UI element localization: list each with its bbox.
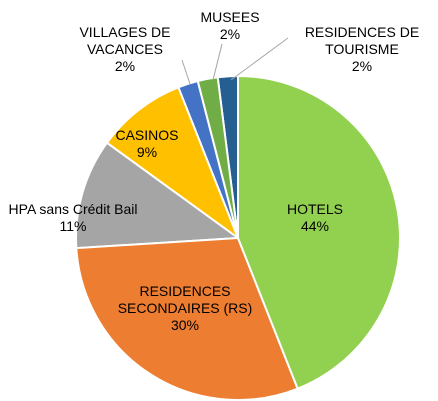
category-name: HOTELS xyxy=(286,201,343,217)
category-name: RESIDENCES DE TOURISME xyxy=(304,24,420,57)
data-label: CASINOS 9% xyxy=(102,127,192,161)
percent-label: 30% xyxy=(170,317,200,333)
pie-slice xyxy=(105,86,241,241)
category-name: HPA sans Crédit Bail xyxy=(8,201,138,217)
percent-label: 2% xyxy=(351,58,373,74)
percent-label: 2% xyxy=(219,26,241,42)
data-label: HOTELS 44% xyxy=(255,201,375,235)
pie-slice xyxy=(75,141,241,250)
category-name: CASINOS xyxy=(115,127,179,143)
data-label: VILLAGES DE VACANCES 2% xyxy=(70,24,180,75)
percent-label: 11% xyxy=(59,218,87,234)
data-label: RESIDENCES SECONDAIRES (RS) 30% xyxy=(105,283,265,334)
leader-line xyxy=(212,43,223,81)
data-label: RESIDENCES DE TOURISME 2% xyxy=(287,24,437,75)
data-label: MUSEES 2% xyxy=(190,9,270,43)
percent-label: 44% xyxy=(300,218,330,234)
leader-line xyxy=(181,59,191,85)
pie-slice xyxy=(237,74,401,390)
data-label: HPA sans Crédit Bail 11% xyxy=(0,201,153,235)
percent-label: 2% xyxy=(114,58,136,74)
category-name: VILLAGES DE VACANCES xyxy=(79,24,171,57)
percent-label: 9% xyxy=(136,144,158,160)
leader-line xyxy=(230,37,289,81)
pie-slice xyxy=(75,236,299,401)
category-name: MUSEES xyxy=(200,9,260,25)
category-name: RESIDENCES SECONDAIRES (RS) xyxy=(117,283,253,316)
